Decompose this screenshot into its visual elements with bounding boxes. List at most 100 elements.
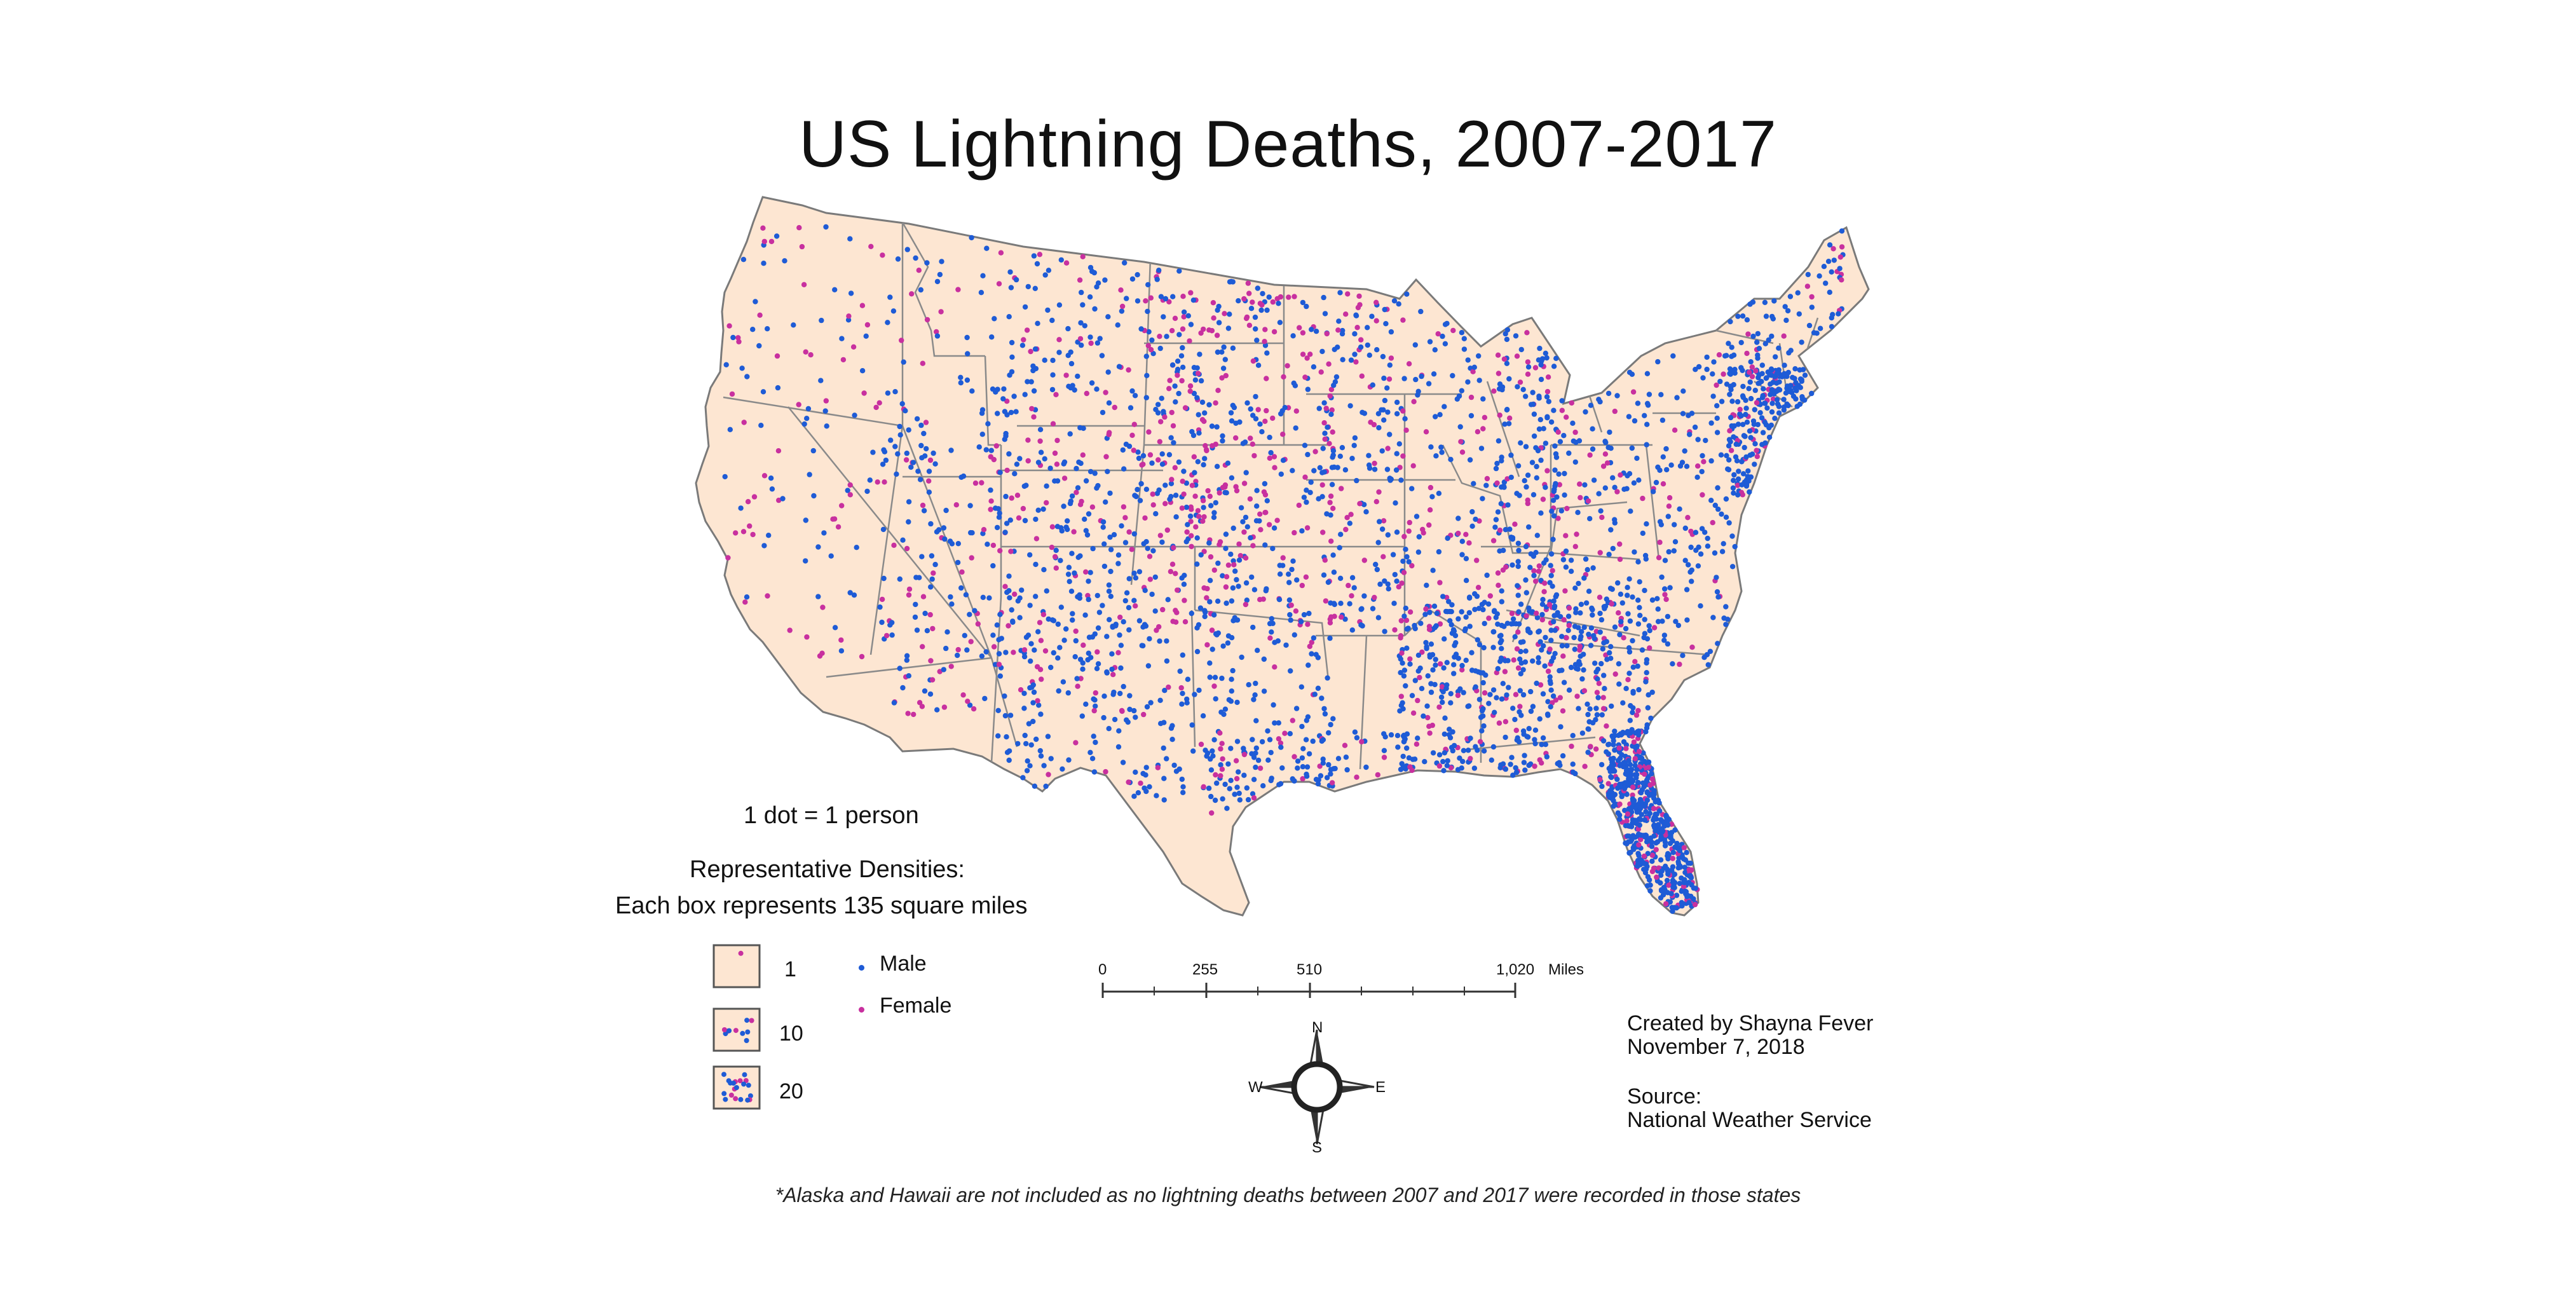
male-death-dot — [1086, 596, 1091, 603]
female-death-dot — [1307, 643, 1312, 650]
male-death-dot — [1539, 601, 1546, 607]
male-death-dot — [1117, 690, 1123, 697]
male-death-dot — [821, 530, 827, 536]
female-death-dot — [1577, 481, 1583, 487]
male-death-dot — [1264, 307, 1270, 313]
male-death-dot — [1015, 741, 1021, 747]
male-death-dot — [828, 553, 834, 559]
female-death-dot — [1094, 649, 1100, 655]
female-death-dot — [975, 621, 981, 627]
male-death-dot — [1557, 667, 1562, 674]
male-death-dot — [1185, 676, 1191, 682]
male-death-dot — [1277, 320, 1283, 325]
male-death-dot — [1471, 481, 1476, 486]
male-death-dot — [1769, 400, 1775, 406]
male-death-dot — [1136, 569, 1143, 575]
male-death-dot — [1630, 638, 1635, 644]
male-death-dot — [1242, 439, 1248, 445]
female-death-dot — [920, 644, 925, 650]
male-death-dot — [1515, 463, 1522, 468]
male-death-dot — [1353, 313, 1360, 318]
female-death-dot — [1080, 254, 1086, 259]
male-death-dot — [1343, 755, 1349, 760]
male-death-dot — [1092, 470, 1098, 476]
male-death-dot — [1740, 471, 1747, 477]
male-death-dot — [1161, 797, 1167, 803]
female-death-dot — [1503, 564, 1509, 570]
male-death-dot — [1335, 756, 1342, 762]
female-death-dot — [1507, 415, 1513, 421]
male-death-dot — [891, 700, 897, 706]
male-death-dot — [1641, 833, 1647, 838]
male-death-dot — [1223, 531, 1229, 537]
male-death-dot — [1400, 753, 1406, 760]
male-death-dot — [1347, 601, 1353, 606]
male-death-dot — [1483, 482, 1489, 488]
male-death-dot — [1252, 314, 1258, 320]
female-death-dot — [1561, 617, 1567, 623]
male-death-dot — [1504, 407, 1510, 413]
male-death-dot — [1644, 442, 1649, 447]
male-death-dot — [1112, 716, 1118, 723]
male-death-dot — [1515, 540, 1522, 546]
male-death-dot — [1705, 535, 1710, 542]
male-death-dot — [1194, 365, 1200, 371]
female-death-dot — [1160, 606, 1166, 613]
male-death-dot — [1214, 780, 1220, 786]
female-death-dot — [1214, 332, 1220, 338]
male-death-dot — [1097, 336, 1103, 341]
male-death-dot — [1643, 556, 1649, 562]
female-death-dot — [1166, 684, 1171, 690]
female-death-dot — [1121, 504, 1127, 510]
male-death-dot — [1773, 388, 1779, 394]
male-death-dot — [1108, 568, 1114, 575]
female-death-dot — [1040, 611, 1047, 617]
male-death-dot — [1618, 591, 1624, 597]
male-death-dot — [1747, 301, 1753, 307]
male-death-dot — [1783, 317, 1789, 324]
male-death-dot — [1438, 694, 1445, 700]
male-death-dot — [1372, 467, 1378, 472]
male-death-dot — [1116, 364, 1122, 369]
female-death-dot — [1180, 294, 1186, 299]
male-death-dot — [1386, 586, 1391, 592]
male-death-dot — [1537, 639, 1543, 645]
male-death-dot — [1776, 410, 1782, 416]
male-death-dot — [941, 525, 947, 531]
male-death-dot — [1829, 269, 1834, 275]
male-death-dot — [1091, 270, 1098, 276]
male-death-dot — [1611, 767, 1616, 773]
female-death-dot — [1417, 674, 1422, 681]
female-death-dot — [988, 498, 994, 504]
female-death-dot — [1666, 503, 1672, 509]
male-death-dot — [917, 477, 923, 482]
female-death-dot — [1138, 781, 1143, 786]
female-death-dot — [1594, 690, 1600, 695]
male-death-dot — [960, 473, 967, 479]
male-death-dot — [1080, 660, 1086, 666]
male-death-dot — [1802, 372, 1808, 378]
male-death-dot — [1589, 605, 1595, 611]
male-death-dot — [1651, 822, 1657, 828]
male-death-dot — [1469, 523, 1475, 529]
female-death-dot — [1491, 388, 1497, 394]
female-death-dot — [1609, 601, 1614, 607]
male-death-dot — [1581, 667, 1586, 673]
male-death-dot — [1236, 584, 1241, 589]
male-death-dot — [1442, 715, 1448, 721]
female-death-dot — [1073, 628, 1079, 634]
female-death-dot — [1624, 818, 1630, 824]
female-death-dot — [1617, 556, 1623, 563]
female-death-dot — [1419, 649, 1425, 655]
male-death-dot — [1124, 296, 1129, 301]
male-death-dot — [1385, 409, 1391, 415]
female-death-dot — [883, 632, 890, 639]
male-death-dot — [1644, 400, 1651, 406]
male-death-dot — [1159, 451, 1165, 457]
female-death-dot — [1616, 745, 1622, 751]
male-death-dot — [1322, 430, 1328, 436]
male-death-dot — [1105, 468, 1110, 474]
male-death-dot — [932, 561, 938, 568]
female-death-dot — [1426, 627, 1433, 632]
state-border — [1550, 501, 1640, 561]
